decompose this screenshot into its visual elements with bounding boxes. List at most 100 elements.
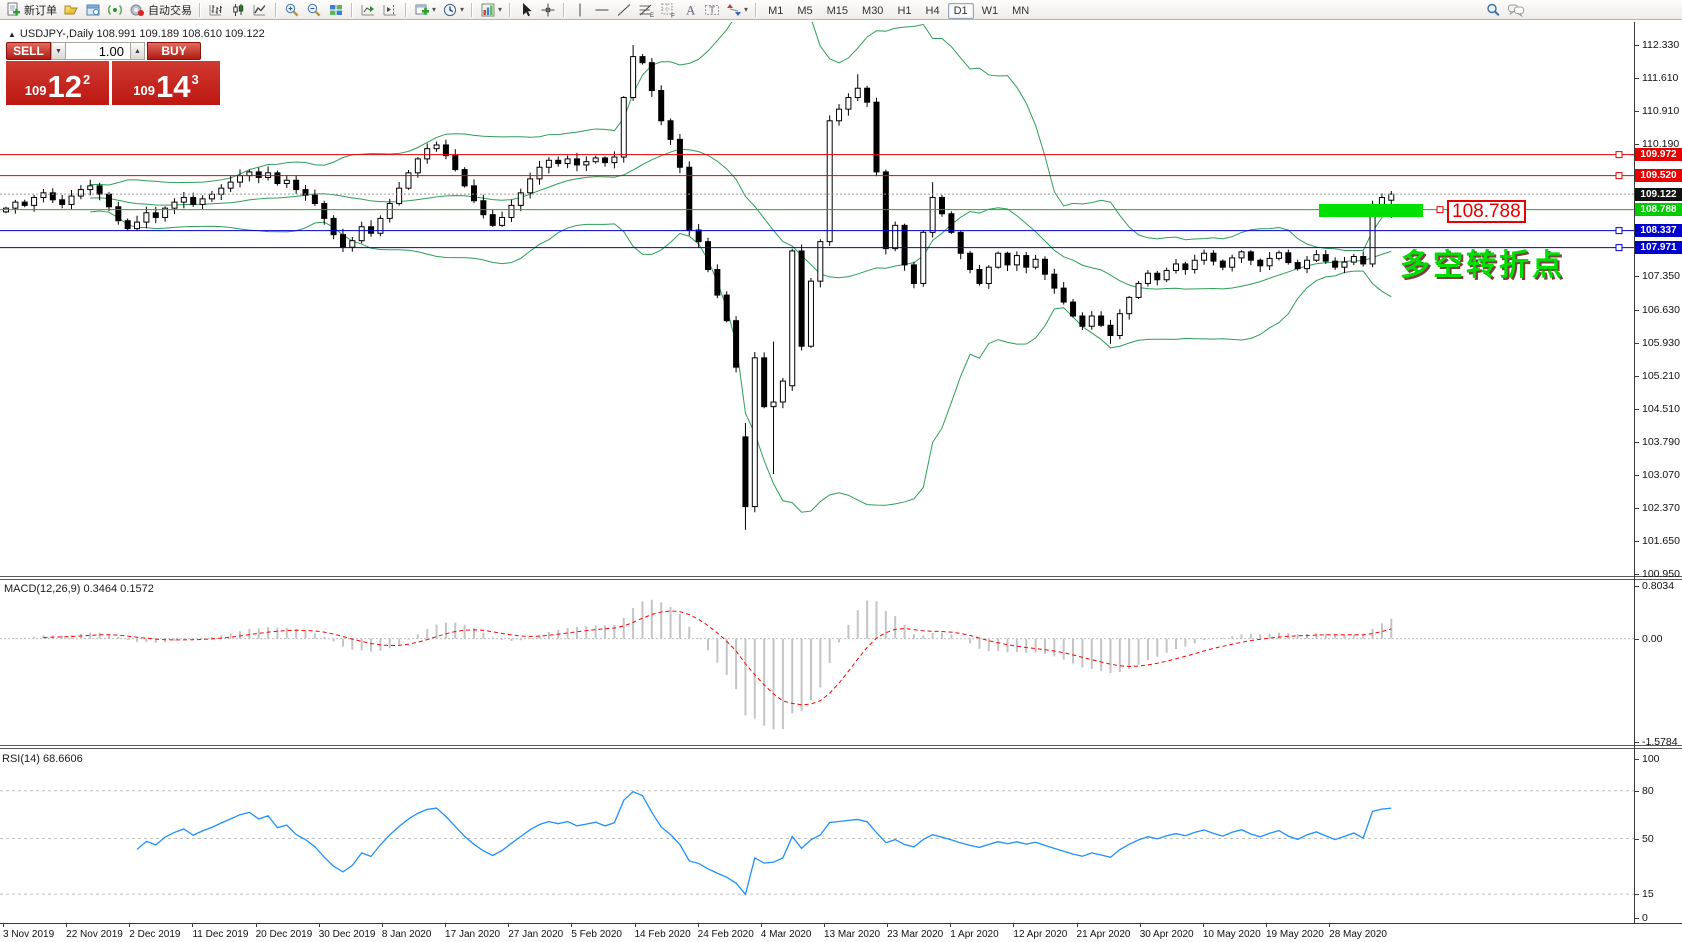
time-tick (3, 923, 4, 927)
timeframe-m5[interactable]: M5 (797, 4, 813, 17)
cursor-icon[interactable] (515, 1, 537, 19)
vertical-line-icon[interactable] (569, 1, 591, 19)
bear-candle-body (321, 203, 328, 219)
search-icon[interactable] (1482, 1, 1504, 19)
trendline-icon[interactable] (613, 1, 635, 19)
bull-candle-body (583, 161, 590, 166)
timeframe-m1[interactable]: M1 (768, 4, 784, 17)
bear-candle-body (733, 320, 740, 368)
bear-candle-body (1154, 272, 1161, 281)
time-tick-label: 5 Feb 2020 (571, 929, 622, 940)
bear-candle-body (705, 241, 711, 271)
new-order-button[interactable]: 新订单 (2, 1, 60, 19)
line-anchor-marker[interactable] (1615, 244, 1623, 252)
price-tick (1634, 45, 1639, 46)
charts-window-icon[interactable] (82, 1, 104, 19)
signals-icon[interactable] (104, 1, 126, 19)
rsi-tick (1634, 918, 1639, 919)
horizontal-line-icon[interactable] (591, 1, 613, 19)
bear-candle-body (573, 158, 580, 166)
bull-candle-body (770, 401, 777, 408)
auto-scroll-icon[interactable] (357, 1, 379, 19)
timeframe-d1[interactable]: D1 (947, 2, 974, 19)
bear-candle-body (339, 234, 346, 248)
collapse-triangle-icon[interactable]: ▲ (8, 30, 16, 39)
bear-candle-body (686, 166, 693, 231)
chart-template-button[interactable]: ▾ (477, 1, 505, 19)
pivot-note-text[interactable]: 多空转折点 (1400, 249, 1565, 282)
macd-tick (1634, 586, 1639, 587)
buy-button[interactable]: BUY (147, 42, 201, 60)
text-icon[interactable]: A (679, 1, 701, 19)
bear-candle-body (1107, 324, 1114, 337)
volume-decrease-button[interactable]: ▼ (51, 42, 66, 60)
sell-price-sup: 2 (82, 72, 91, 87)
bull-candle-body (87, 185, 94, 191)
bull-candle-body (620, 97, 627, 158)
timeframe-mn[interactable]: MN (1012, 4, 1030, 17)
timeframe-h4[interactable]: H4 (925, 4, 940, 17)
line-anchor-marker[interactable] (1436, 206, 1444, 214)
bull-candle-body (171, 201, 178, 209)
time-tick (381, 923, 383, 927)
panel-separator[interactable] (0, 745, 1682, 749)
time-tick (1076, 923, 1078, 927)
chart-shift-icon[interactable] (379, 1, 401, 19)
periods-button[interactable]: ▾ (439, 1, 467, 19)
label-icon[interactable]: T (701, 1, 723, 19)
bar-chart-icon[interactable] (205, 1, 227, 19)
macd-indicator-canvas[interactable] (0, 578, 1634, 747)
line-anchor-marker[interactable] (1615, 151, 1623, 159)
crosshair-icon[interactable] (537, 1, 559, 19)
price-tick-label: 104.510 (1642, 402, 1680, 415)
sell-button[interactable]: SELL (6, 42, 51, 60)
timeframe-m30[interactable]: M30 (862, 4, 884, 17)
bear-candle-body (1023, 255, 1030, 268)
bear-candle-body (311, 194, 318, 205)
bull-candle-body (536, 166, 543, 180)
bear-candle-body (293, 179, 300, 191)
bull-candle-body (854, 87, 861, 99)
toolbar: 新订单 自动交易 (0, 0, 1682, 20)
volume-increase-button[interactable]: ▲ (130, 42, 145, 60)
bull-candle-body (1163, 269, 1170, 281)
price-tick-label: 106.630 (1642, 303, 1680, 316)
bear-candle-body (864, 87, 871, 103)
fibonacci-icon[interactable]: E (635, 1, 657, 19)
bull-candle-body (1275, 252, 1282, 259)
grid-icon[interactable]: F (657, 1, 679, 19)
profiles-icon[interactable] (60, 1, 82, 19)
new-chart-button[interactable]: ▾ (411, 1, 439, 19)
time-tick (634, 923, 636, 927)
price-level-box[interactable]: 108.788 (1447, 200, 1526, 223)
time-tick (1139, 923, 1141, 927)
candlestick-chart-icon[interactable] (227, 1, 249, 19)
tile-windows-icon[interactable] (325, 1, 347, 19)
shapes-button[interactable]: ▾ (723, 1, 751, 19)
green-highlight-zone[interactable] (1319, 204, 1423, 217)
panel-separator[interactable] (0, 576, 1682, 580)
main-chart-canvas[interactable] (0, 22, 1634, 576)
timeframe-h1[interactable]: H1 (897, 4, 912, 17)
line-anchor-marker[interactable] (1615, 227, 1623, 235)
bull-candle-body (920, 231, 927, 284)
zoom-out-icon[interactable] (303, 1, 325, 19)
autotrading-button[interactable]: 自动交易 (126, 1, 195, 19)
time-tick (760, 923, 762, 927)
sell-price-display[interactable]: 109 12 2 (6, 61, 109, 105)
line-chart-icon[interactable] (249, 1, 271, 19)
bear-candle-body (1041, 258, 1048, 275)
buy-price-display[interactable]: 109 14 3 (112, 61, 220, 105)
rsi-indicator-canvas[interactable] (0, 749, 1634, 923)
rsi-label: RSI(14) 68.6606 (2, 753, 83, 765)
bull-candle-body (1341, 261, 1348, 268)
volume-input[interactable] (66, 42, 130, 60)
timeframe-m15[interactable]: M15 (826, 4, 849, 17)
zoom-in-icon[interactable] (281, 1, 303, 19)
time-tick-label: 4 Mar 2020 (760, 929, 812, 940)
time-tick (129, 923, 131, 927)
timeframe-w1[interactable]: W1 (981, 4, 999, 17)
bull-candle-body (1201, 252, 1208, 261)
chat-icon[interactable] (1504, 1, 1528, 19)
line-anchor-marker[interactable] (1615, 172, 1623, 180)
